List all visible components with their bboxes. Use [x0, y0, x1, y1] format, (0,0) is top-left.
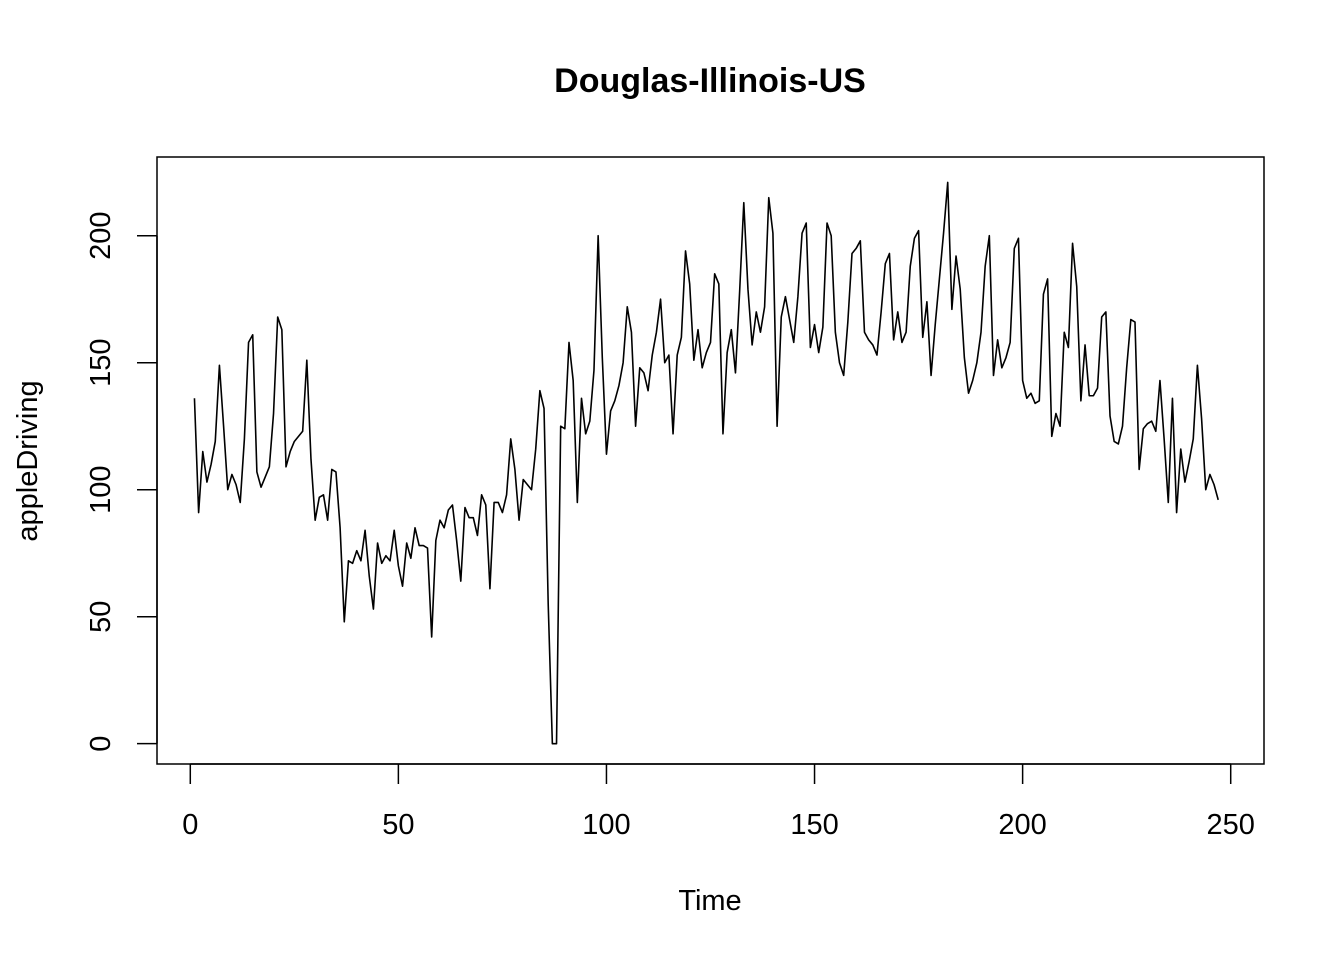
plot-frame	[156, 156, 1265, 765]
x-tick-label: 50	[382, 809, 414, 841]
y-tick-label: 50	[85, 601, 117, 633]
y-tick-label: 200	[85, 212, 117, 260]
x-tick-label: 100	[582, 809, 630, 841]
x-tick-label: 150	[790, 809, 838, 841]
series-layer	[193, 181, 1219, 745]
series-line	[193, 181, 1219, 745]
x-axis: 0 50 100 150 200 250	[182, 763, 1255, 841]
y-axis: 0 50 100 150 200	[85, 212, 158, 752]
y-tick-label: 100	[85, 466, 117, 514]
x-tick-label: 200	[998, 809, 1046, 841]
chart-title: Douglas-Illinois-US	[554, 62, 866, 100]
x-tick-label: 0	[182, 809, 198, 841]
x-tick-label: 250	[1207, 809, 1255, 841]
y-tick-label: 150	[85, 339, 117, 387]
y-axis-label: appleDriving	[12, 380, 44, 541]
y-tick-label: 0	[85, 736, 117, 752]
x-axis-label: Time	[678, 885, 741, 917]
